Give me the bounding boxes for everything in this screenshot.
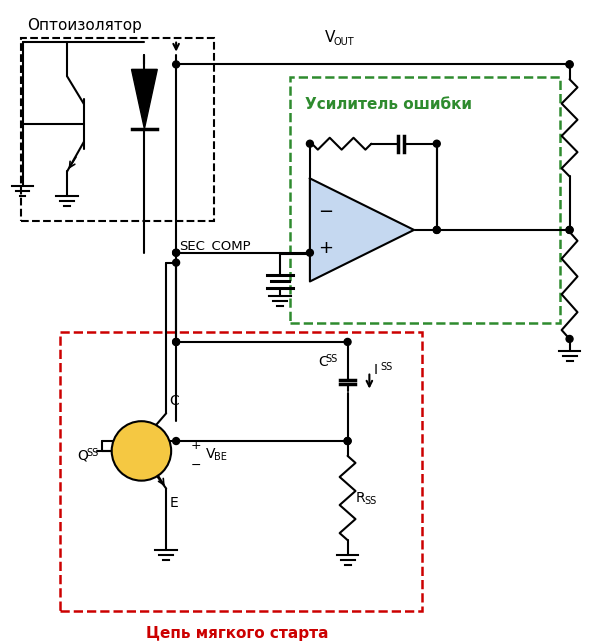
Text: SS: SS [326,354,338,364]
Text: SS: SS [380,362,392,372]
Circle shape [173,437,179,444]
Circle shape [566,227,573,233]
Text: Q: Q [77,449,88,463]
Polygon shape [310,178,414,281]
Text: Цепь мягкого старта: Цепь мягкого старта [146,627,329,641]
Text: V: V [206,447,215,461]
Circle shape [433,227,440,233]
Circle shape [433,140,440,147]
Text: Усилитель ошибки: Усилитель ошибки [305,97,472,112]
Text: SS: SS [364,496,377,506]
Circle shape [344,437,351,444]
Circle shape [566,227,573,233]
Circle shape [173,249,179,256]
Circle shape [566,61,573,68]
Bar [290,77,560,323]
Circle shape [344,437,351,444]
Text: B: B [157,446,167,460]
Circle shape [173,339,179,345]
Text: C: C [318,355,328,369]
Text: OUT: OUT [334,37,355,46]
Circle shape [173,339,179,345]
Circle shape [307,249,313,256]
Circle shape [433,227,440,233]
Text: C: C [169,394,179,408]
Circle shape [307,140,313,147]
Circle shape [173,259,179,266]
Text: BE: BE [214,452,227,462]
Text: −: − [191,459,202,472]
Circle shape [344,339,351,345]
Text: Оптоизолятор: Оптоизолятор [28,18,142,33]
Text: SEC_COMP: SEC_COMP [179,240,251,252]
Text: V: V [325,30,335,45]
Bar [20,37,214,221]
Circle shape [173,61,179,68]
Text: E: E [169,497,178,511]
Text: R: R [355,491,365,505]
Text: −: − [318,203,333,221]
Bar [60,332,422,612]
Circle shape [566,336,573,343]
Circle shape [566,61,573,68]
Circle shape [173,249,179,256]
Text: I: I [373,363,377,377]
Circle shape [112,421,171,480]
Text: SS: SS [86,448,98,458]
Text: +: + [191,439,202,453]
Text: +: + [318,239,333,257]
Polygon shape [131,70,157,129]
